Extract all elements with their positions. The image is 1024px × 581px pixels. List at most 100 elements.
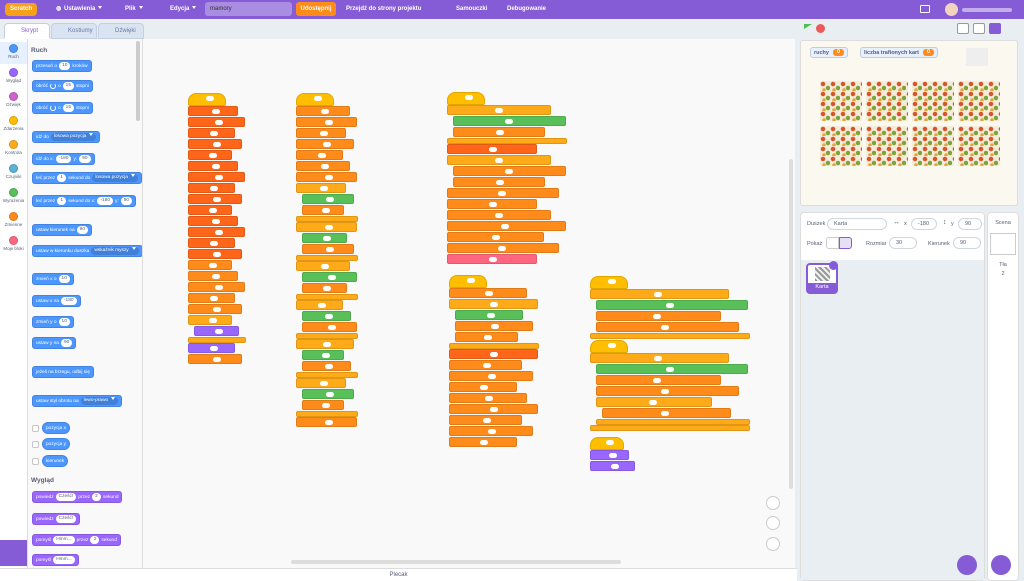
card[interactable] bbox=[912, 81, 954, 121]
category[interactable]: Zmienne bbox=[0, 210, 27, 232]
folder-icon[interactable] bbox=[920, 5, 930, 13]
category[interactable]: Wyrażenia bbox=[0, 186, 27, 208]
block[interactable]: idź do losowa pozycja bbox=[32, 131, 101, 143]
large-stage[interactable] bbox=[989, 23, 1001, 34]
block-input[interactable]: 90 bbox=[120, 197, 133, 205]
block[interactable]: powiedz Cześć! bbox=[32, 513, 81, 525]
block-menu[interactable]: losowa pozycja bbox=[92, 174, 138, 182]
block-menu[interactable]: lewo-prawo bbox=[80, 397, 119, 405]
block-input[interactable]: Cześć! bbox=[55, 493, 77, 501]
sprite-thumb[interactable]: Karta bbox=[806, 261, 838, 294]
share-button[interactable]: Udostępnij bbox=[296, 2, 336, 16]
block-input[interactable]: Hmm... bbox=[53, 536, 75, 544]
category[interactable]: Dźwięk bbox=[0, 90, 27, 112]
block[interactable]: powiedz Cześć! przez 2 sekund bbox=[32, 491, 123, 503]
stage-thumb[interactable] bbox=[990, 233, 1016, 255]
block[interactable]: leć przez 1 sekund do x: -180 y: 90 bbox=[32, 195, 137, 207]
tutorials[interactable]: Samouczki bbox=[456, 6, 488, 12]
card[interactable] bbox=[958, 126, 1000, 166]
category[interactable]: Kontrola bbox=[0, 138, 27, 160]
block-input[interactable]: Hmm... bbox=[53, 556, 75, 564]
menu-item[interactable]: Plik bbox=[125, 4, 143, 15]
block-input[interactable]: 2 bbox=[92, 493, 102, 501]
show-button[interactable] bbox=[826, 237, 839, 249]
category[interactable]: Zdarzenia bbox=[0, 114, 27, 136]
block[interactable]: pomyśl Hmm... przez 2 sekund bbox=[32, 534, 121, 546]
block-input[interactable]: 90 bbox=[79, 155, 91, 163]
checkbox[interactable] bbox=[32, 441, 39, 448]
checkbox[interactable] bbox=[32, 425, 39, 432]
category[interactable]: Wygląd bbox=[0, 66, 27, 88]
block-input[interactable]: 90 bbox=[76, 226, 89, 234]
block-input[interactable]: 2 bbox=[90, 536, 100, 544]
logo[interactable]: Scratch bbox=[5, 3, 37, 16]
category[interactable]: Moje bloki bbox=[0, 234, 27, 256]
zoom-in[interactable] bbox=[766, 496, 780, 510]
y-field[interactable]: 90 bbox=[958, 218, 982, 230]
card[interactable] bbox=[912, 126, 954, 166]
block-input[interactable]: 90 bbox=[60, 339, 73, 347]
block-input[interactable]: 15 bbox=[62, 82, 75, 90]
category[interactable]: Czujniki bbox=[0, 162, 27, 184]
block[interactable]: idź do x: -180 y: 90 bbox=[32, 153, 95, 165]
block-input[interactable]: 10 bbox=[59, 62, 71, 70]
block-input[interactable]: -180 bbox=[55, 155, 72, 163]
block-input[interactable]: -180 bbox=[60, 297, 77, 305]
zoom-reset[interactable] bbox=[766, 537, 780, 551]
card[interactable] bbox=[866, 126, 908, 166]
block[interactable]: zmień x o 10 bbox=[32, 273, 74, 285]
block[interactable]: leć przez 1 sekund do losowa pozycja bbox=[32, 172, 142, 184]
block[interactable]: przesuń o 10 kroków bbox=[32, 60, 92, 72]
scrollbar[interactable] bbox=[136, 41, 140, 121]
block[interactable]: jeżeli na brzegu, odbij się bbox=[32, 366, 94, 378]
hide-button[interactable] bbox=[839, 237, 852, 249]
tab[interactable]: Skrypt bbox=[4, 23, 50, 39]
card[interactable] bbox=[866, 81, 908, 121]
v-scrollbar[interactable] bbox=[789, 159, 793, 489]
extension-button[interactable] bbox=[0, 540, 27, 566]
project-page[interactable]: Przejdź do strony projektu bbox=[346, 6, 422, 12]
block-menu[interactable]: losowa pozycja bbox=[50, 133, 97, 141]
block[interactable]: obróć o 15 stopni bbox=[32, 80, 93, 92]
block-input[interactable]: 15 bbox=[62, 104, 75, 112]
menu-item[interactable]: Ustawienia bbox=[64, 4, 102, 15]
normal-stage[interactable] bbox=[973, 23, 985, 34]
card[interactable] bbox=[820, 126, 862, 166]
block-input[interactable]: 1 bbox=[57, 174, 67, 182]
add-backdrop[interactable] bbox=[991, 555, 1011, 575]
zoom-out[interactable] bbox=[766, 516, 780, 530]
block[interactable]: pozycja x bbox=[42, 422, 70, 434]
block[interactable]: kierunek bbox=[42, 455, 69, 467]
card[interactable] bbox=[958, 81, 1000, 121]
block[interactable]: ustaw styl obrotu na lewo-prawo bbox=[32, 395, 123, 407]
category[interactable]: Ruch bbox=[0, 42, 27, 64]
block[interactable]: obróć o 15 stopni bbox=[32, 102, 93, 114]
block[interactable]: pomyśl Hmm... bbox=[32, 554, 79, 566]
debug[interactable]: Debugowanie bbox=[507, 6, 547, 12]
block[interactable]: ustaw x na -180 bbox=[32, 295, 81, 307]
green-flag[interactable] bbox=[804, 24, 812, 29]
x-field[interactable]: -180 bbox=[911, 218, 937, 230]
tab[interactable]: Kostiumy bbox=[51, 23, 97, 39]
block[interactable]: pozycja y bbox=[42, 438, 70, 450]
small-stage[interactable] bbox=[957, 23, 969, 34]
project-title[interactable]: mamory bbox=[205, 2, 292, 16]
block-input[interactable]: 10 bbox=[58, 318, 70, 326]
checkbox[interactable] bbox=[32, 458, 39, 465]
backpack[interactable]: Plecak bbox=[0, 568, 797, 581]
block-input[interactable]: -180 bbox=[97, 197, 114, 205]
block-input[interactable]: Cześć! bbox=[55, 515, 77, 523]
sprite-name[interactable]: Karta bbox=[827, 218, 887, 230]
block-input[interactable]: 10 bbox=[58, 275, 70, 283]
fullscreen[interactable] bbox=[1007, 23, 1018, 34]
add-sprite[interactable] bbox=[957, 555, 977, 575]
block[interactable]: ustaw kierunek na 90 bbox=[32, 224, 93, 236]
direction-field[interactable]: 90 bbox=[953, 237, 981, 249]
h-scrollbar[interactable] bbox=[291, 560, 621, 564]
menu-item[interactable]: Edycja bbox=[170, 4, 196, 15]
card[interactable] bbox=[820, 81, 862, 121]
block[interactable]: zmień y o 10 bbox=[32, 316, 74, 328]
stop-button[interactable] bbox=[816, 24, 825, 33]
size-field[interactable]: 30 bbox=[889, 237, 917, 249]
block-input[interactable]: 1 bbox=[57, 197, 67, 205]
